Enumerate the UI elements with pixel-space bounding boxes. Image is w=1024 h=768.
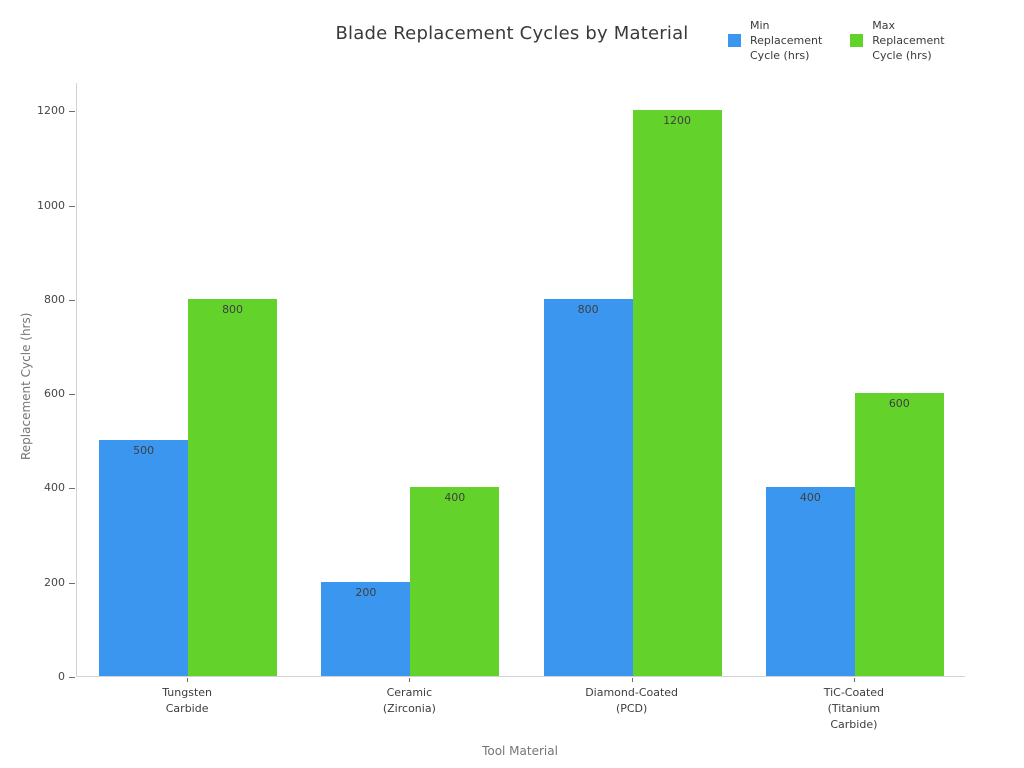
bar-min-tic-coated-titanium-carbide (765, 487, 855, 676)
y-tick-mark-0 (69, 677, 75, 678)
x-tick-mark-ceramic-zirconia (409, 678, 411, 682)
x-tick-label-tungsten-carbide: Tungsten Carbide (162, 686, 212, 715)
legend-item-min-replacement-cycle: Min Replacement Cycle (hrs) (728, 18, 822, 63)
x-tick-label-tic-coated-titanium-carbide: TiC-Coated (Titanium Carbide) (823, 686, 885, 731)
y-tick-label-800: 800 (44, 292, 65, 306)
y-tick-label-600: 600 (44, 387, 65, 401)
y-tick-mark-800 (69, 299, 75, 301)
bar-max-tungsten-carbide (188, 298, 278, 676)
x-tick-label-ceramic-zirconia: Ceramic (Zirconia) (382, 686, 436, 715)
legend-swatch-min-replacement-cycle (728, 34, 741, 47)
y-tick-mark-600 (69, 394, 75, 396)
bar-value-min-tungsten-carbide: 500 (133, 444, 155, 458)
legend: Min Replacement Cycle (hrs) Max Replaceme… (728, 18, 945, 63)
bar-value-max-ceramic-zirconia: 400 (444, 491, 466, 505)
y-tick-label-400: 400 (44, 481, 65, 495)
y-tick-label-1200: 1200 (37, 104, 65, 118)
bar-max-ceramic-zirconia (410, 487, 500, 676)
legend-label-min-replacement-cycle: Min Replacement Cycle (hrs) (750, 19, 823, 62)
y-tick-mark-200 (69, 582, 75, 584)
bar-value-min-diamond-coated-pcd: 800 (577, 302, 599, 316)
y-tick-label-1000: 1000 (37, 198, 65, 212)
plot-area: 500 800 200 400 800 1200 400 600 (76, 83, 965, 677)
bar-value-max-tungsten-carbide: 800 (222, 302, 244, 316)
x-tick-mark-tungsten-carbide (187, 678, 189, 682)
bar-min-ceramic-zirconia (321, 581, 411, 676)
bar-value-max-diamond-coated-pcd: 1200 (663, 114, 692, 128)
x-tick-label-diamond-coated-pcd: Diamond-Coated (PCD) (585, 686, 679, 715)
bar-max-tic-coated-titanium-carbide (854, 393, 944, 676)
y-tick-mark-1000 (69, 205, 75, 207)
x-axis-title: Tool Material (482, 744, 558, 758)
y-tick-label-200: 200 (44, 575, 65, 589)
y-tick-label-0: 0 (58, 670, 65, 683)
x-tick-mark-diamond-coated-pcd (631, 678, 633, 682)
bar-min-diamond-coated-pcd (543, 298, 633, 676)
y-tick-mark-400 (69, 488, 75, 490)
bar-max-diamond-coated-pcd (632, 110, 722, 676)
x-tick-mark-tic-coated-titanium-carbide (853, 678, 855, 682)
legend-swatch-max-replacement-cycle (850, 34, 864, 47)
bar-value-min-ceramic-zirconia: 200 (355, 585, 377, 599)
legend-label-max-replacement-cycle: Max Replacement Cycle (hrs) (872, 19, 945, 62)
bar-value-min-tic-coated-titanium-carbide: 400 (799, 491, 821, 505)
bar-min-tungsten-carbide (99, 440, 189, 676)
legend-item-max-replacement-cycle: Max Replacement Cycle (hrs) (850, 18, 945, 63)
bar-value-max-tic-coated-titanium-carbide: 600 (888, 397, 910, 411)
chart-title: Blade Replacement Cycles by Material (335, 23, 689, 44)
y-tick-mark-1200 (69, 111, 75, 113)
